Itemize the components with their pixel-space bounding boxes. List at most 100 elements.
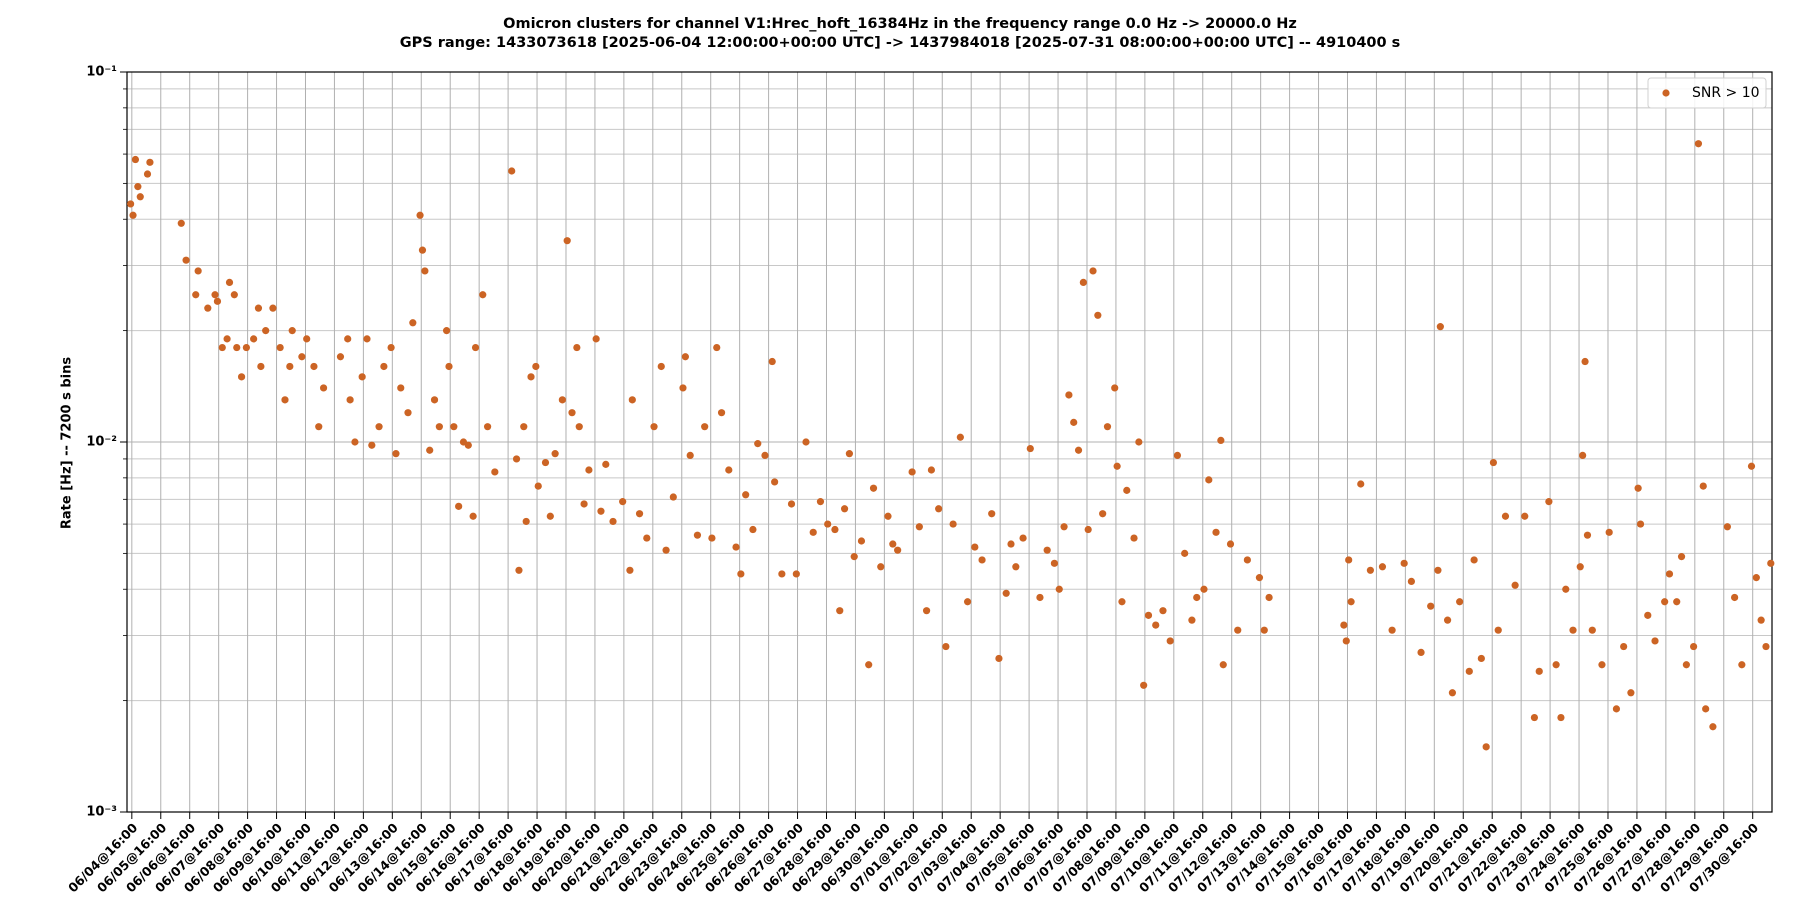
data-point xyxy=(1193,593,1201,602)
data-point xyxy=(1588,626,1596,634)
data-point xyxy=(1694,140,1703,148)
data-point xyxy=(809,528,817,536)
data-point xyxy=(213,297,222,305)
data-point xyxy=(1723,523,1731,531)
data-point xyxy=(1757,616,1765,624)
data-point xyxy=(988,510,996,518)
data-point xyxy=(1501,512,1510,520)
data-point xyxy=(527,373,535,381)
data-point xyxy=(1443,616,1452,624)
data-point xyxy=(626,566,634,574)
data-point xyxy=(1661,598,1669,606)
data-point xyxy=(771,478,779,486)
data-point xyxy=(1144,611,1153,619)
data-point xyxy=(713,343,721,352)
data-point xyxy=(445,362,453,371)
data-point xyxy=(479,291,487,299)
data-point xyxy=(363,335,371,343)
data-point xyxy=(669,493,677,501)
data-point xyxy=(1094,311,1102,319)
data-point xyxy=(563,237,571,245)
data-point xyxy=(129,211,137,219)
data-point xyxy=(1226,540,1235,548)
data-point xyxy=(551,450,559,458)
data-point xyxy=(1219,661,1227,669)
data-point xyxy=(1690,642,1698,651)
data-point xyxy=(679,384,687,392)
data-point xyxy=(754,440,762,448)
data-point xyxy=(1436,323,1444,331)
data-point xyxy=(1099,510,1107,518)
data-point xyxy=(177,219,185,227)
data-point xyxy=(223,335,231,343)
data-point xyxy=(956,433,964,441)
data-point xyxy=(1074,446,1083,454)
data-point xyxy=(1400,559,1408,567)
data-point xyxy=(1620,642,1628,651)
data-point xyxy=(546,512,554,520)
data-point xyxy=(850,553,858,561)
data-point xyxy=(127,200,135,208)
data-point xyxy=(558,396,566,404)
data-point xyxy=(792,570,800,578)
data-point xyxy=(1007,540,1015,548)
data-point xyxy=(1530,713,1539,722)
data-point xyxy=(1605,528,1613,536)
data-point xyxy=(1465,667,1473,675)
data-point xyxy=(1612,705,1621,713)
data-point xyxy=(737,570,745,578)
data-point xyxy=(397,384,405,392)
data-point xyxy=(1342,637,1350,645)
data-point xyxy=(303,335,311,343)
data-point xyxy=(693,531,702,539)
data-point xyxy=(816,498,825,506)
data-point xyxy=(1699,482,1707,490)
data-point xyxy=(1089,267,1097,275)
data-point xyxy=(1347,598,1355,606)
data-point xyxy=(1477,654,1485,663)
data-point xyxy=(597,507,605,515)
data-point xyxy=(592,335,600,343)
data-point xyxy=(1677,553,1686,561)
y-tick-label: 10⁻² xyxy=(86,435,117,450)
data-point xyxy=(1417,648,1425,656)
data-point xyxy=(426,446,434,454)
data-point xyxy=(742,491,750,499)
data-point xyxy=(1702,705,1710,713)
data-point xyxy=(310,362,318,371)
data-point xyxy=(1118,598,1126,606)
data-point xyxy=(1545,498,1553,506)
data-point xyxy=(1448,689,1457,697)
data-point xyxy=(491,468,499,476)
data-point xyxy=(1212,528,1220,536)
data-point xyxy=(643,534,651,542)
data-point xyxy=(1043,546,1051,554)
data-point xyxy=(708,534,716,542)
data-point xyxy=(935,505,943,513)
data-point xyxy=(276,343,284,352)
data-point xyxy=(254,304,263,312)
data-point xyxy=(1434,566,1442,574)
data-point xyxy=(922,607,931,615)
data-point xyxy=(218,343,226,352)
data-point xyxy=(915,523,923,531)
data-point xyxy=(995,654,1003,663)
data-point xyxy=(1036,593,1044,602)
data-point xyxy=(1579,451,1587,459)
data-point xyxy=(749,525,757,534)
data-point xyxy=(430,396,439,404)
data-point xyxy=(281,396,289,404)
data-point xyxy=(1762,642,1770,651)
data-point xyxy=(1651,637,1659,645)
data-point xyxy=(865,661,873,669)
data-point xyxy=(1747,462,1756,470)
data-point xyxy=(1427,602,1435,610)
data-point xyxy=(1055,585,1063,593)
data-point xyxy=(1065,391,1073,399)
data-point xyxy=(1709,723,1717,731)
data-point xyxy=(609,517,617,526)
data-point xyxy=(1731,593,1739,602)
data-point xyxy=(1205,476,1213,484)
data-point xyxy=(575,423,583,431)
data-point xyxy=(1070,418,1078,426)
